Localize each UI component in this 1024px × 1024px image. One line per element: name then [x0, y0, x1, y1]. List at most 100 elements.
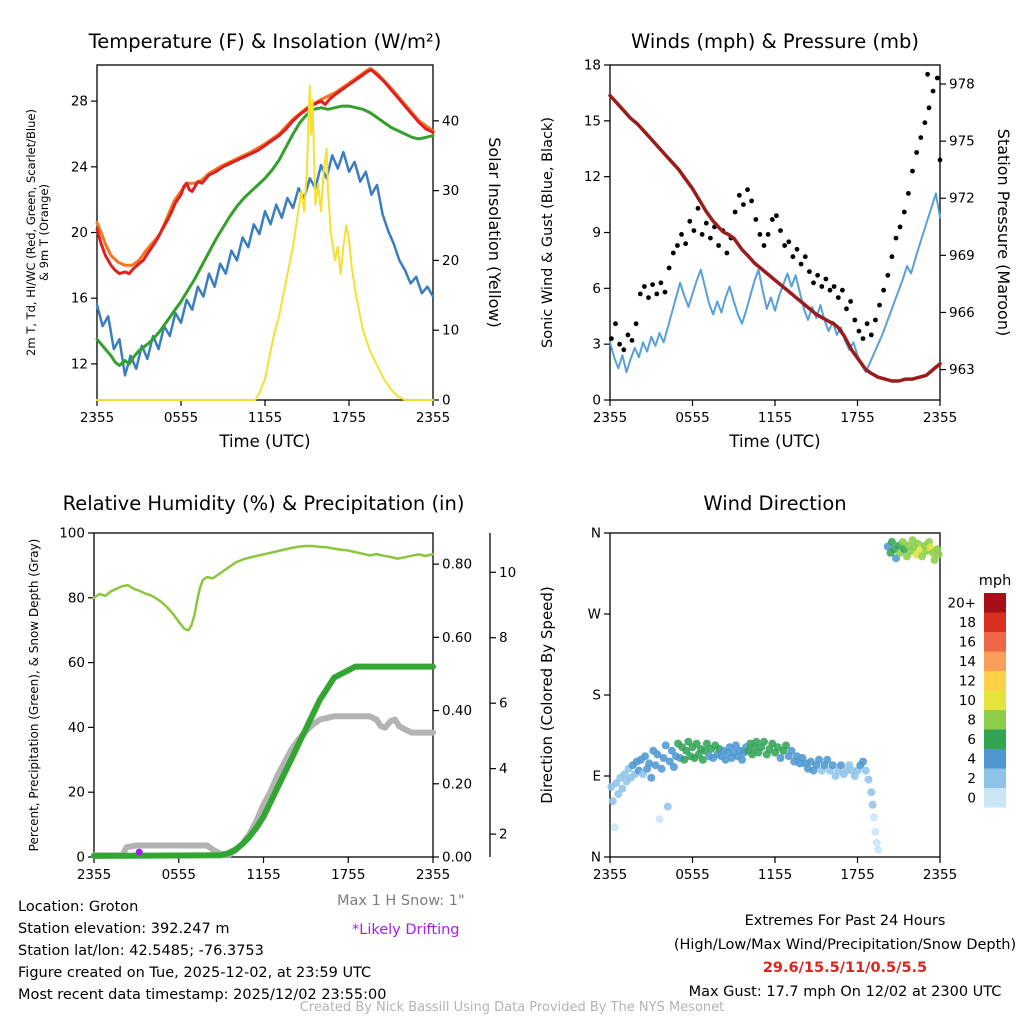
svg-text:12: 12: [959, 673, 976, 689]
svg-text:24: 24: [71, 159, 88, 175]
svg-text:15: 15: [584, 113, 601, 129]
svg-text:2: 2: [967, 771, 976, 787]
svg-text:1155: 1155: [248, 410, 282, 426]
svg-text:3: 3: [592, 337, 601, 353]
svg-text:mph: mph: [979, 573, 1012, 589]
svg-text:1155: 1155: [758, 867, 792, 883]
svg-text:963: 963: [949, 362, 975, 378]
credit-line: Created By Nick Bassill Using Data Provi…: [299, 1000, 725, 1015]
svg-text:1755: 1755: [332, 410, 366, 426]
svg-text:Wind Direction: Wind Direction: [703, 492, 846, 515]
max-gust: Max Gust: 17.7 mph On 12/02 at 2300 UTC: [688, 983, 1002, 1000]
svg-text:0555: 0555: [164, 410, 198, 426]
max-snow-note: Max 1 H Snow: 1": [337, 893, 465, 909]
svg-text:10: 10: [442, 323, 459, 339]
svg-text:972: 972: [949, 191, 975, 207]
svg-text:2355: 2355: [77, 867, 111, 883]
svg-text:Temperature (F) & Insolation (: Temperature (F) & Insolation (W/m²): [88, 30, 442, 53]
svg-text:2355: 2355: [593, 410, 627, 426]
svg-text:60: 60: [68, 655, 85, 671]
svg-text:Relative Humidity (%) & Precip: Relative Humidity (%) & Precipitation (i…: [63, 492, 465, 515]
extremes-subtitle: (High/Low/Max Wind/Precipitation/Snow De…: [673, 936, 1017, 953]
svg-text:978: 978: [949, 77, 975, 93]
svg-text:28: 28: [71, 94, 88, 110]
svg-text:E: E: [592, 769, 601, 785]
svg-text:Winds (mph) & Pressure (mb): Winds (mph) & Pressure (mb): [631, 30, 919, 53]
svg-text:0555: 0555: [162, 867, 196, 883]
svg-text:0555: 0555: [675, 867, 709, 883]
likely-drifting-note: *Likely Drifting: [352, 922, 460, 938]
station-elevation: Station elevation: 392.247 m: [18, 921, 230, 937]
svg-text:Station Pressure (Maroon): Station Pressure (Maroon): [994, 129, 1013, 336]
svg-text:0.60: 0.60: [442, 630, 472, 646]
svg-text:W: W: [588, 607, 601, 623]
svg-text:16: 16: [959, 634, 976, 650]
svg-text:2355: 2355: [80, 410, 114, 426]
extremes-title: Extremes For Past 24 Hours: [744, 913, 946, 929]
svg-text:0555: 0555: [675, 410, 709, 426]
svg-text:1755: 1755: [840, 867, 874, 883]
svg-text:1755: 1755: [331, 867, 365, 883]
svg-text:9: 9: [592, 225, 601, 241]
svg-text:Sonic Wind & Gust (Blue, Black: Sonic Wind & Gust (Blue, Black): [540, 117, 556, 348]
svg-text:S: S: [592, 688, 601, 704]
svg-text:966: 966: [949, 305, 975, 321]
svg-text:40: 40: [68, 720, 85, 736]
svg-text:12: 12: [71, 356, 88, 372]
svg-text:6: 6: [967, 732, 976, 748]
svg-text:80: 80: [68, 590, 85, 606]
svg-text:0: 0: [76, 850, 85, 866]
svg-text:16: 16: [71, 291, 88, 307]
svg-text:Direction (Colored By Speed): Direction (Colored By Speed): [538, 586, 556, 804]
svg-text:2355: 2355: [416, 867, 450, 883]
svg-text:6: 6: [592, 281, 601, 297]
svg-text:969: 969: [949, 248, 975, 264]
svg-text:2m T, Td, HI/WC (Red, Green, S: 2m T, Td, HI/WC (Red, Green, Scarlet/Blu…: [24, 109, 38, 356]
svg-text:0: 0: [592, 393, 601, 409]
extremes-block: Extremes For Past 24 Hours (High/Low/Max…: [660, 910, 1024, 1004]
svg-text:10: 10: [499, 565, 516, 581]
svg-text:Solar Insolation (Yellow): Solar Insolation (Yellow): [485, 137, 504, 328]
svg-text:0: 0: [967, 790, 976, 806]
extremes-values: 29.6/15.5/11/0.5/5.5: [762, 960, 928, 976]
svg-text:8: 8: [967, 712, 976, 728]
svg-text:20: 20: [442, 253, 459, 269]
svg-text:14: 14: [959, 654, 976, 670]
winds-pressure-chart: Winds (mph) & Pressure (mb) 2355 0555 1155 1…: [540, 30, 1013, 451]
svg-text:4: 4: [499, 761, 508, 777]
svg-text:2: 2: [499, 827, 508, 843]
svg-text:N: N: [591, 526, 601, 542]
station-latlon: Station lat/lon: 42.5485; -76.3753: [18, 943, 264, 959]
svg-text:10: 10: [959, 693, 976, 709]
svg-text:100: 100: [59, 526, 85, 542]
svg-text:18: 18: [584, 58, 601, 74]
svg-text:8: 8: [499, 630, 508, 646]
svg-text:2355: 2355: [416, 410, 450, 426]
station-location: Location: Groton: [18, 899, 139, 915]
svg-text:6: 6: [499, 696, 508, 712]
svg-text:Time (UTC): Time (UTC): [728, 432, 820, 451]
svg-text:975: 975: [949, 134, 975, 150]
svg-text:2355: 2355: [923, 410, 957, 426]
svg-text:1155: 1155: [246, 867, 280, 883]
svg-text:0.80: 0.80: [442, 557, 472, 573]
svg-text:30: 30: [442, 183, 459, 199]
svg-text:& 9m T (Orange): & 9m T (Orange): [37, 184, 51, 281]
svg-text:0: 0: [442, 393, 451, 409]
svg-text:20+: 20+: [948, 595, 977, 611]
svg-text:N: N: [591, 850, 601, 866]
svg-text:20: 20: [71, 225, 88, 241]
station-info: Location: Groton Station elevation: 392.…: [18, 896, 386, 1006]
svg-text:0.00: 0.00: [442, 850, 472, 866]
svg-text:4: 4: [967, 751, 976, 767]
data-timestamp: Most recent data timestamp: 2025/12/02 2…: [18, 987, 387, 1003]
svg-text:12: 12: [584, 169, 601, 185]
svg-text:Time (UTC): Time (UTC): [218, 432, 310, 451]
figure-created: Figure created on Tue, 2025-12-02, at 23…: [18, 965, 372, 981]
svg-text:1755: 1755: [840, 410, 874, 426]
humidity-precipitation-chart: Relative Humidity (%) & Precipitation (i…: [27, 492, 516, 883]
svg-text:0.20: 0.20: [442, 776, 472, 792]
svg-text:20: 20: [68, 785, 85, 801]
